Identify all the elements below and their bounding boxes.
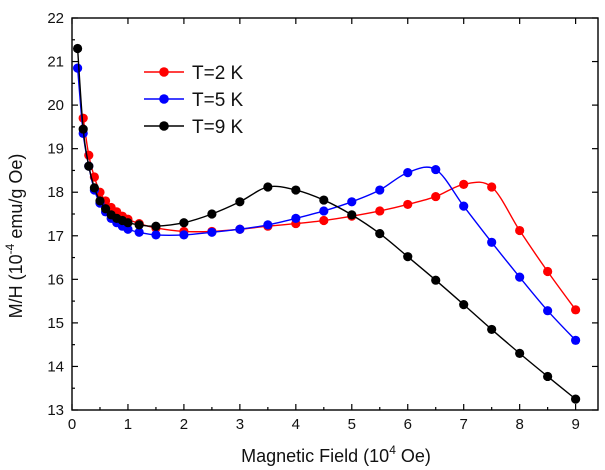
series-group <box>72 43 581 404</box>
data-point <box>459 201 469 211</box>
y-tick-label: 21 <box>47 54 64 71</box>
data-point <box>95 196 105 206</box>
data-point <box>515 225 525 236</box>
data-point <box>487 324 497 335</box>
data-point <box>375 229 385 239</box>
data-point <box>375 185 385 195</box>
data-point <box>291 185 301 195</box>
data-point <box>543 371 553 382</box>
data-point <box>571 305 581 315</box>
axes-group: 0 1 2 3 4 5 6 7 8 9 13 14 15 16 17 18 19 20 21 22 <box>47 10 598 433</box>
x-tick-label: 3 <box>236 416 244 433</box>
data-point <box>487 182 497 192</box>
data-point <box>235 224 245 234</box>
data-point <box>487 237 497 247</box>
x-axis-title: Magnetic Field (104 Oe) <box>241 443 431 466</box>
data-point <box>123 224 133 234</box>
data-point <box>459 179 469 189</box>
data-point <box>291 213 301 223</box>
data-point <box>84 161 94 171</box>
data-point <box>263 220 273 230</box>
x-tick-label: 6 <box>404 416 412 433</box>
x-tick-label: 9 <box>571 416 579 433</box>
data-point <box>431 191 441 202</box>
y-tick-label: 14 <box>47 358 64 375</box>
data-point <box>235 197 245 207</box>
data-point <box>403 199 413 210</box>
x-tick-label: 0 <box>68 416 76 433</box>
data-point <box>151 221 161 231</box>
y-tick-label: 17 <box>47 228 64 245</box>
data-point <box>207 209 217 219</box>
x-tick-label: 8 <box>515 416 523 433</box>
data-point <box>179 218 189 228</box>
data-point <box>134 220 144 230</box>
data-point <box>100 204 111 214</box>
data-point <box>347 197 357 207</box>
legend-label: T=2 K <box>192 63 244 84</box>
x-tick-label: 1 <box>124 416 132 433</box>
y-tick-label: 18 <box>47 184 64 201</box>
data-point <box>319 206 329 216</box>
data-point <box>179 230 189 240</box>
data-point <box>207 227 217 237</box>
x-tick-label: 2 <box>180 416 188 433</box>
y-axis-title: M/H (10-4 emu/g Oe) <box>3 154 26 319</box>
series-2 <box>72 43 581 404</box>
data-point <box>319 215 329 226</box>
data-point <box>263 182 273 192</box>
data-point <box>403 168 413 178</box>
data-point <box>375 206 385 216</box>
data-point <box>515 272 525 282</box>
y-tick-label: 20 <box>47 97 64 114</box>
data-point <box>123 218 133 228</box>
data-point <box>78 124 88 134</box>
data-point <box>431 164 441 175</box>
data-point <box>571 394 581 404</box>
data-point <box>543 266 553 277</box>
data-point <box>72 43 83 54</box>
legend-marker <box>159 121 169 131</box>
data-point <box>543 306 553 316</box>
data-point <box>134 227 144 237</box>
data-point <box>347 210 357 220</box>
legend-label: T=5 K <box>192 90 244 111</box>
series-line <box>76 68 577 341</box>
y-tick-label: 13 <box>47 402 64 419</box>
data-point <box>89 183 99 193</box>
legend-label: T=9 K <box>192 117 244 138</box>
legend: T=2 K T=5 K T=9 K <box>144 63 244 138</box>
legend-marker <box>159 67 169 77</box>
data-point <box>319 195 329 205</box>
y-tick-label: 22 <box>47 10 64 27</box>
x-tick-label: 5 <box>348 416 356 433</box>
y-tick-label: 16 <box>47 271 64 288</box>
data-point <box>571 335 581 345</box>
data-point <box>431 275 441 285</box>
series-0 <box>78 113 581 315</box>
x-tick-label: 7 <box>460 416 468 433</box>
data-point <box>72 63 83 73</box>
y-tick-label: 15 <box>47 315 64 332</box>
legend-marker <box>159 94 169 104</box>
x-tick-label: 4 <box>292 416 300 433</box>
data-point <box>403 252 413 262</box>
series-line <box>82 118 577 311</box>
data-point <box>459 299 469 310</box>
data-point <box>515 348 525 358</box>
data-point <box>151 230 161 240</box>
y-tick-label: 19 <box>47 141 64 158</box>
